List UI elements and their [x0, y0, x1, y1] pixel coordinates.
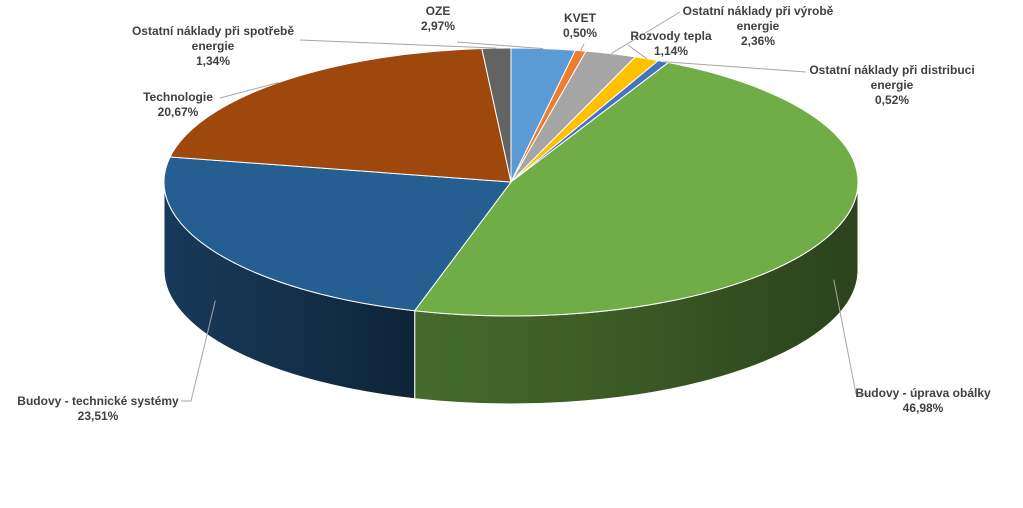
data-label-line: Technologie [143, 90, 213, 104]
leader-line-budovy-uprava-obalky [833, 279, 868, 395]
data-label-rozvody-tepla: Rozvody tepla 1,14% [630, 29, 712, 58]
data-label-line: 2,36% [741, 34, 775, 48]
data-label-line: Budovy - technické systémy [17, 394, 179, 408]
data-label-line: Rozvody tepla [630, 29, 712, 43]
data-label-line: energie [737, 19, 780, 33]
data-labels: OZE 2,97% KVET 0,50% Ostatní náklady při výr… [17, 4, 991, 423]
data-label-oze: OZE 2,97% [421, 4, 455, 33]
data-label-line: 1,34% [196, 54, 230, 68]
data-label-budovy-technicke-systemy: Budovy - technické systémy 23,51% [17, 394, 179, 423]
leader-lines [181, 11, 868, 402]
slice-technologie[interactable] [169, 47, 512, 183]
leader-line-budovy-technicke-systemy [181, 300, 216, 402]
data-label-ostatni-naklady-pri-vyrobe-energie: Ostatní náklady při výrobě energie 2,36% [683, 4, 834, 48]
data-label-kvet: KVET 0,50% [563, 11, 597, 40]
data-label-budovy-uprava-obalky: Budovy - úprava obálky 46,98% [855, 386, 991, 415]
leader-line-ostatni-naklady-pri-spotrebe-energie [299, 39, 497, 49]
data-label-line: Ostatní náklady při distribuci [809, 63, 974, 77]
leader-line-kvet [580, 43, 585, 51]
data-label-line: Ostatní náklady při výrobě [683, 4, 834, 18]
leader-line-technologie [219, 81, 279, 99]
data-label-line: 0,50% [563, 26, 597, 40]
data-label-technologie: Technologie 20,67% [143, 90, 213, 119]
slice-budovy-technicke-systemy[interactable] [163, 156, 512, 312]
pie-tops [163, 47, 859, 317]
data-label-ostatni-naklady-pri-distribuci-energie: Ostatní náklady při distribuci energie 0,5… [809, 63, 974, 107]
slice-budovy-uprava-obalky[interactable] [413, 62, 859, 317]
leader-line-rozvody-tepla [627, 44, 648, 60]
leader-line-oze [456, 41, 544, 50]
leader-line-ostatni-naklady-pri-distribuci-energie [663, 61, 807, 73]
data-label-line: 20,67% [158, 105, 199, 119]
data-label-line: 0,52% [875, 93, 909, 107]
data-label-line: energie [871, 78, 914, 92]
leader-line-ostatni-naklady-pri-vyrobe-energie [610, 11, 681, 55]
data-label-line: KVET [564, 11, 597, 25]
data-label-line: 1,14% [654, 44, 688, 58]
data-label-line: 46,98% [903, 401, 944, 415]
data-label-line: energie [192, 39, 235, 53]
data-label-line: Budovy - úprava obálky [855, 386, 991, 400]
data-label-line: OZE [426, 4, 451, 18]
data-label-line: Ostatní náklady při spotřebě [132, 24, 294, 38]
data-label-line: 23,51% [78, 409, 119, 423]
data-label-ostatni-naklady-pri-spotrebe-energie: Ostatní náklady při spotřebě energie 1,34% [132, 24, 294, 68]
data-label-line: 2,97% [421, 19, 455, 33]
